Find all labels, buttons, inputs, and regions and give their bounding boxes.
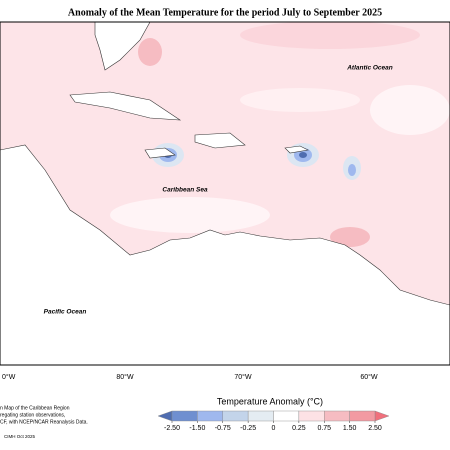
- colorbar-tick-label: 0: [272, 425, 276, 432]
- anomaly-area: [110, 197, 270, 233]
- longitude-label: 0°W: [2, 373, 16, 381]
- anomaly-area: [240, 88, 360, 112]
- longitude-label: 60°W: [360, 373, 378, 381]
- ocean-label: Pacific Ocean: [44, 309, 87, 316]
- ocean-label: Caribbean Sea: [162, 187, 208, 194]
- anomaly-area: [330, 227, 370, 247]
- longitude-label: 70°W: [234, 373, 252, 381]
- footer-line: n Map of the Caribbean Region: [0, 405, 70, 411]
- colorbar-segment: [222, 410, 249, 422]
- colorbar-segment: [349, 410, 376, 422]
- colorbar-tick-label: 1.50: [343, 425, 357, 432]
- colorbar-tick-label: 0.25: [292, 425, 306, 432]
- colorbar-segment: [247, 410, 274, 422]
- colorbar-segment: [273, 410, 300, 422]
- anomaly-area: [299, 152, 307, 158]
- anomaly-area: [370, 85, 450, 135]
- colorbar-tick-label: -2.50: [164, 425, 180, 432]
- anomaly-area: [138, 38, 162, 66]
- footer-line: regating station observations,: [0, 412, 65, 418]
- colorbar: -2.50 -1.50 -0.75 -0.25 0 0.25 0.75 1.50 2.50: [157, 410, 390, 432]
- colorbar-segment: [197, 410, 223, 422]
- legend-title: Temperature Anomaly (°C): [217, 396, 323, 406]
- colorbar-segment: [171, 410, 198, 422]
- title: Anomaly of the Mean Temperature for the …: [68, 7, 382, 18]
- colorbar-segment: [298, 410, 325, 422]
- map-frame: [0, 21, 450, 366]
- colorbar-tick-label: 0.75: [317, 425, 331, 432]
- colorbar-tick-label: -0.25: [240, 425, 256, 432]
- footer-line: CF, with NCEP/NCAR Reanalysis Data.: [0, 419, 88, 425]
- colorbar-tick-label: -0.75: [215, 425, 231, 432]
- land: [0, 22, 450, 365]
- anomaly-area: [240, 22, 420, 49]
- ocean-label: Atlantic Ocean: [346, 65, 393, 72]
- colorbar-end: [157, 410, 173, 422]
- colorbar-tick-label: -1.50: [189, 425, 205, 432]
- credit: CIMH Oct 2025: [4, 434, 36, 439]
- anomaly-area: [348, 164, 356, 176]
- colorbar-tick-label: 2.50: [368, 425, 382, 432]
- map: Atlantic Ocean Caribbean Sea Pacific Oce…: [0, 22, 450, 365]
- colorbar-end: [374, 410, 390, 422]
- longitude-label: 80°W: [116, 373, 134, 381]
- colorbar-segment: [324, 410, 350, 422]
